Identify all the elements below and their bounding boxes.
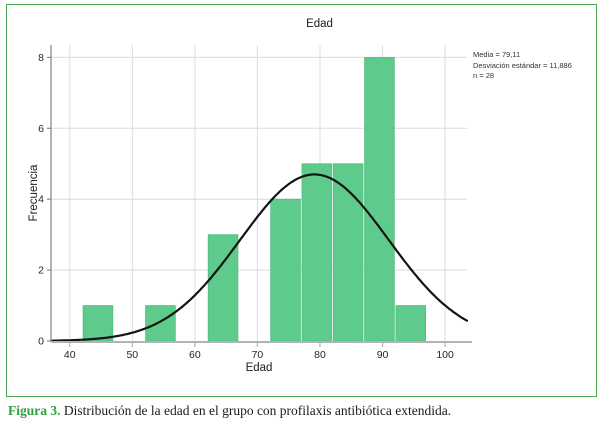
histogram-bar [364,57,395,342]
y-tick-label: 8 [38,52,44,64]
stats-std-dev: Desviación estándar = 11,886 [473,60,572,70]
x-tick-label: 50 [126,349,138,361]
figure-caption: Figura 3. Distribución de la edad en el … [8,403,598,419]
histogram-bar [395,305,426,342]
caption-label: Figura 3. [8,403,61,418]
histogram-bar [301,163,333,342]
y-tick-label: 0 [38,336,44,348]
x-tick-label: 70 [252,349,264,361]
stats-mean: Media = 79,11 [473,50,521,59]
x-axis-title: Edad [245,362,273,374]
figure-panel: Edad 0 2 4 6 8 40 50 60 70 80 90 100 Frecuencia Eda… [6,4,597,397]
histogram-bar [207,234,239,342]
histogram-bar [145,305,176,342]
x-tick-label: 80 [314,349,326,361]
histogram-bar [270,198,301,342]
chart-title: Edad [306,18,333,30]
x-tick-label: 90 [377,349,389,361]
x-tick-label: 60 [189,349,201,361]
y-tick-label: 6 [38,123,44,135]
stats-readout: Media = 79,11 Desviación estándar = 11,8… [473,50,572,82]
caption-text: Distribución de la edad en el grupo con … [60,403,452,418]
stats-n: n = 28 [473,71,495,80]
histogram-bar [332,163,364,342]
normal-curve [49,173,469,342]
y-axis-title: Frecuencia [28,164,40,222]
x-tick-label: 40 [64,349,76,361]
histogram-plot: 0 2 4 6 8 40 50 60 70 80 90 100 [38,45,472,361]
x-tick-label: 100 [436,349,454,361]
y-tick-label: 2 [38,265,44,277]
y-tick-label: 4 [38,194,44,206]
histogram-bar [82,305,114,342]
